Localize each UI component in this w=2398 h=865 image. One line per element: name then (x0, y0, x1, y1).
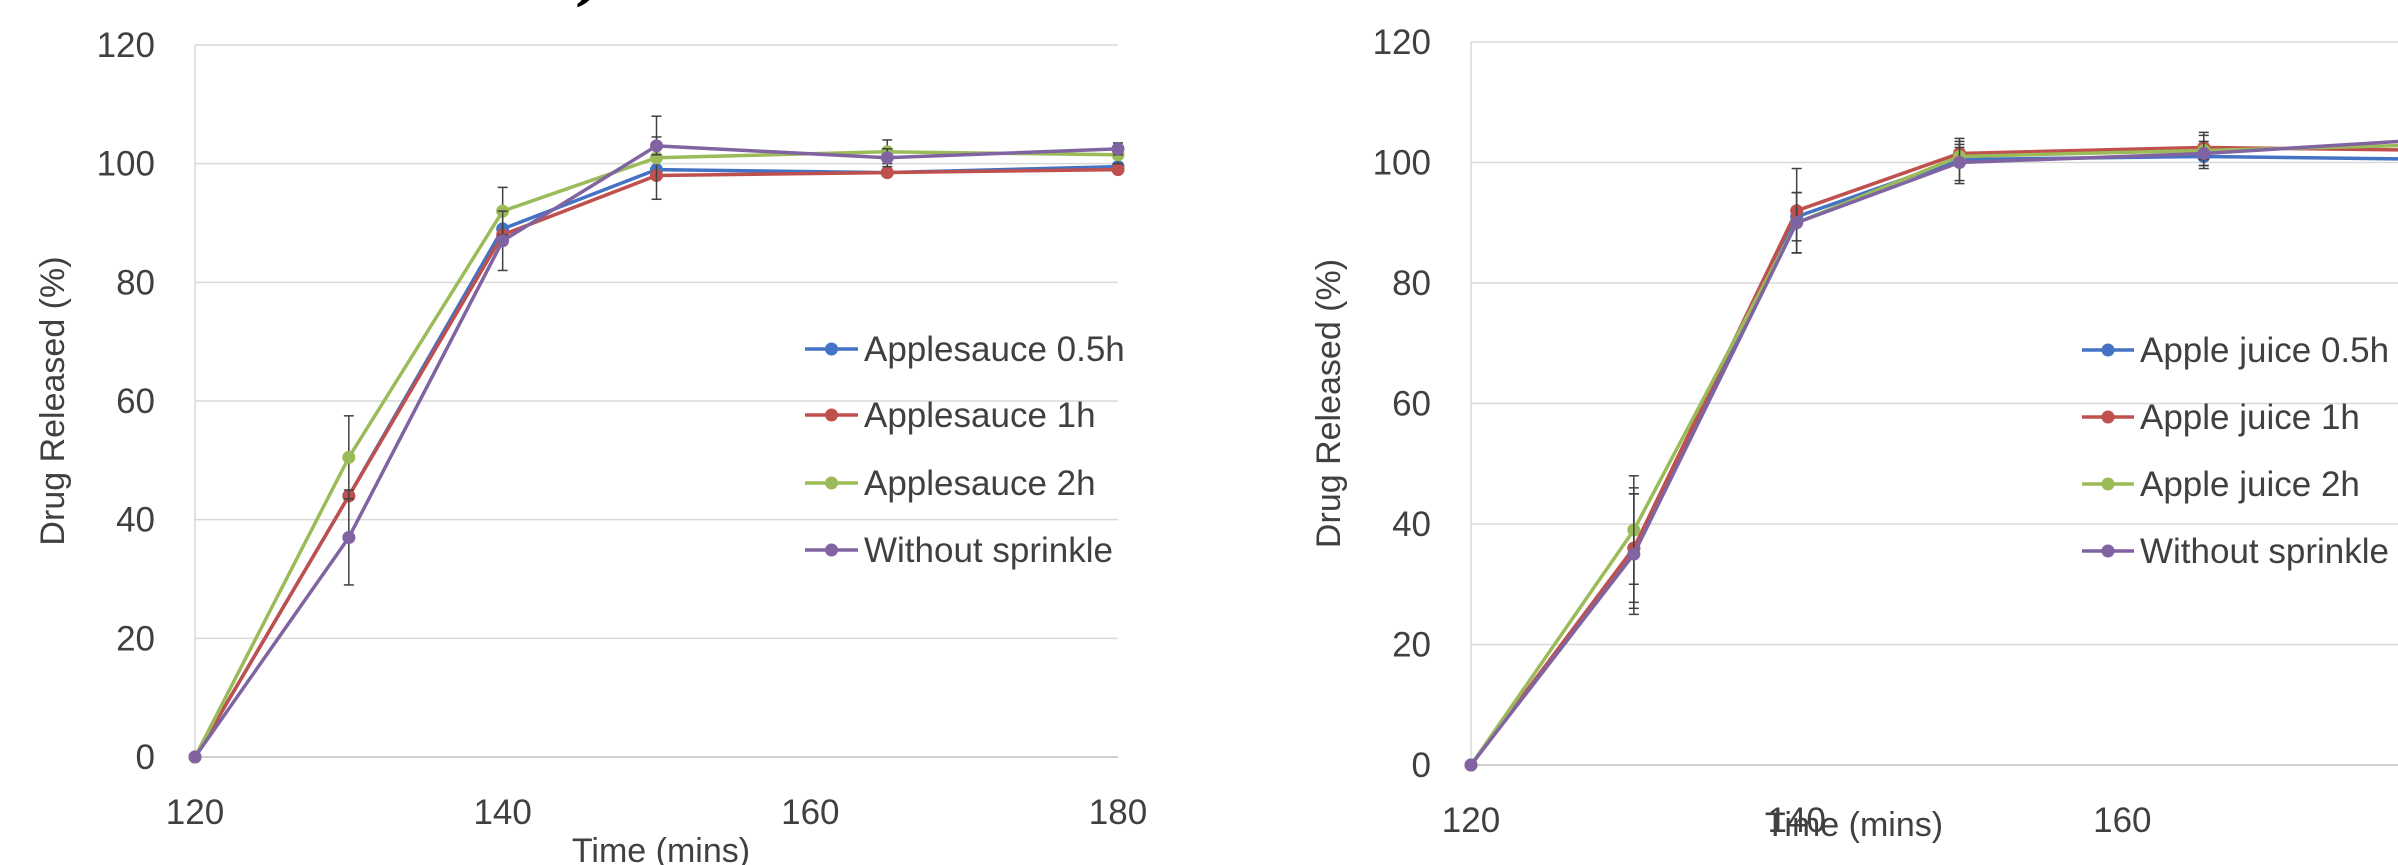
y-tick-label: 100 (97, 145, 155, 184)
figure-caption: and milk: n=15). (58, 0, 624, 14)
legend-label: Without sprinkle (2140, 532, 2389, 571)
y-tick-label: 0 (1412, 746, 1431, 785)
legend-item: Apple juice 2h (2082, 465, 2360, 504)
data-point (880, 166, 894, 180)
series-2 (188, 115, 1125, 764)
legend-item: Applesauce 2h (805, 464, 1096, 503)
series-3 (1464, 139, 2398, 772)
legend-label: Apple juice 2h (2140, 465, 2360, 504)
y-axis-title: Drug Released (%) (34, 256, 72, 545)
legend-item: Applesauce 0.5h (805, 330, 1125, 369)
left-chart: 0 20 40 60 80 100 120 120 140 160 180 Time (mins) Dr… (34, 26, 1147, 865)
series-3 (188, 136, 1125, 764)
series-line (193, 164, 1119, 758)
y-tick-label: 80 (1392, 264, 1431, 303)
x-tick-label: 160 (781, 793, 839, 832)
data-point (188, 750, 202, 764)
legend-swatch-marker (825, 476, 838, 490)
legend-item: Applesauce 1h (805, 396, 1096, 435)
legend-item: Apple juice 0.5h (2082, 331, 2389, 370)
legend-label: Apple juice 0.5h (2140, 331, 2389, 370)
x-axis-title: Time (mins) (572, 832, 750, 865)
data-point (1790, 216, 1804, 230)
data-point (1627, 547, 1641, 561)
y-tick-label: 20 (116, 619, 155, 658)
data-point (342, 530, 356, 544)
y-tick-label: 20 (1392, 626, 1431, 665)
legend-label: Applesauce 0.5h (864, 330, 1125, 369)
series-line (193, 144, 1119, 759)
series-line (193, 167, 1119, 758)
y-tick-label: 60 (1392, 385, 1431, 424)
y-tick-label: 120 (1373, 23, 1431, 62)
y-tick-label: 0 (136, 738, 155, 777)
series-line (1469, 139, 2398, 767)
x-tick-label: 120 (166, 793, 224, 832)
legend-swatch-marker (2101, 477, 2115, 491)
legend-label: Applesauce 2h (864, 464, 1096, 503)
x-tick-label: 140 (1767, 801, 1825, 840)
data-point (342, 450, 356, 464)
y-tick-label: 120 (97, 26, 155, 65)
y-tick-label: 40 (116, 501, 155, 540)
x-tick-label: 120 (1442, 801, 1500, 840)
series-0 (1464, 137, 2398, 772)
legend-item: Without sprinkle (805, 531, 1113, 570)
legend-swatch-marker (825, 543, 838, 557)
legend-swatch-marker (825, 408, 838, 422)
legend-label: Without sprinkle (864, 531, 1113, 570)
x-tick-label: 160 (2093, 801, 2151, 840)
legend-swatch-marker (825, 342, 838, 356)
data-point (650, 139, 663, 153)
legend-item: Without sprinkle (2082, 532, 2389, 571)
y-tick-label: 40 (1392, 505, 1431, 544)
x-axis-title: Time (mins) (1765, 806, 1943, 844)
series-1 (1464, 134, 2398, 772)
data-point (1111, 142, 1125, 156)
x-tick-label: 180 (1089, 793, 1147, 832)
y-tick-label: 80 (116, 263, 155, 302)
series-line (193, 150, 1119, 758)
legend-item: Apple juice 1h (2082, 398, 2360, 437)
data-point (1464, 758, 1478, 772)
x-tick-label: 140 (473, 793, 531, 832)
legend-swatch-marker (2101, 410, 2115, 424)
legend-label: Apple juice 1h (2140, 398, 2360, 437)
series-line (1469, 154, 2398, 767)
data-point (880, 151, 894, 165)
legend-label: Applesauce 1h (864, 396, 1096, 435)
legend-swatch-marker (2101, 343, 2115, 357)
y-axis-title: Drug Released (%) (1310, 259, 1348, 548)
data-point (2197, 146, 2211, 160)
data-point (496, 234, 510, 248)
data-point (1953, 156, 1966, 169)
y-tick-label: 100 (1373, 144, 1431, 183)
series-2 (1464, 131, 2398, 772)
y-tick-label: 60 (116, 382, 155, 421)
data-point (1111, 163, 1125, 177)
series-line (1469, 145, 2398, 767)
legend-swatch-marker (2101, 544, 2115, 558)
series-0 (188, 160, 1125, 764)
series-line (1469, 143, 2398, 766)
